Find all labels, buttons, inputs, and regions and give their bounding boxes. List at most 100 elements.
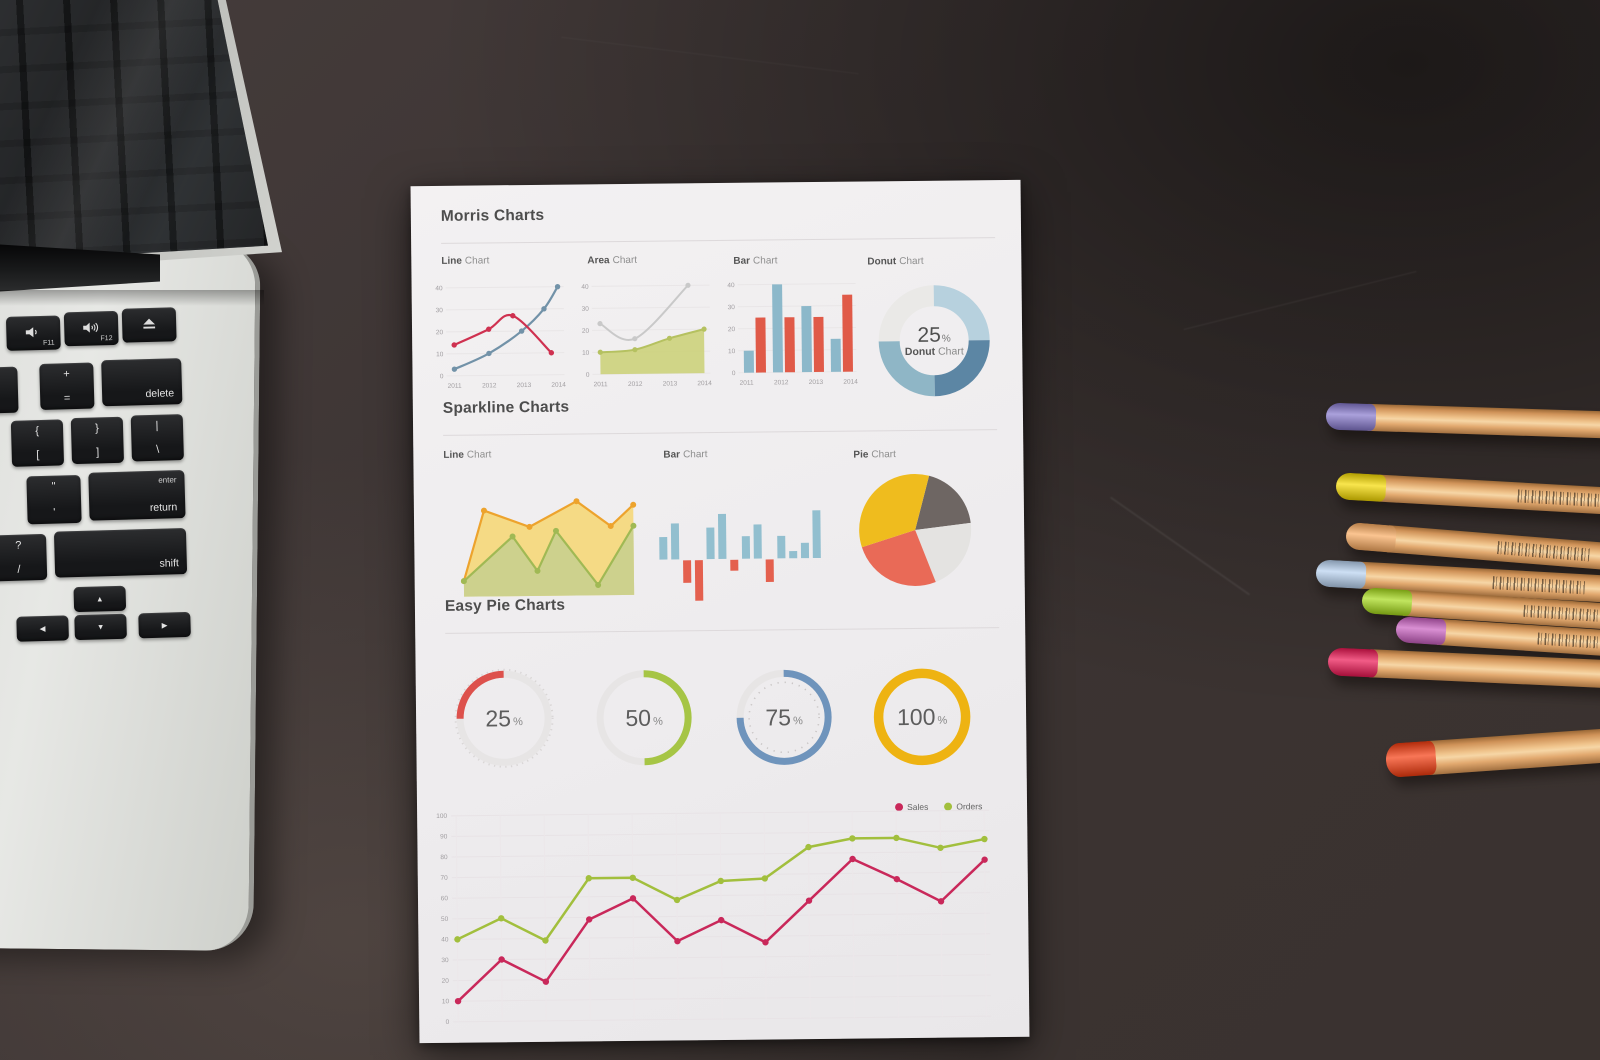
key-f11: F11 — [5, 315, 61, 351]
svg-text:100: 100 — [436, 813, 447, 820]
svg-text:40: 40 — [727, 282, 735, 289]
svg-text:0: 0 — [440, 373, 444, 380]
chart-title-bold: Donut — [867, 256, 897, 268]
key-arrow-up: ▲ — [73, 585, 127, 613]
key-label: | — [155, 419, 159, 432]
chart-title-area: Area Chart — [587, 255, 637, 267]
volume-down-icon — [25, 326, 37, 337]
chart-title-spark-pie: Pie Chart — [853, 449, 896, 460]
svg-text:20: 20 — [582, 328, 590, 335]
svg-text:80: 80 — [440, 854, 448, 861]
divider — [441, 237, 996, 244]
sparkline-bar-chart — [657, 482, 826, 606]
arrow-down-icon: ▼ — [96, 622, 105, 632]
morris-area-chart: 0 10 20 30 40 2011 2012 2013 2014 — [574, 279, 715, 392]
morris-line-chart: 0 10 20 30 40 2011 2012 2013 2014 — [428, 281, 569, 394]
key-bracket-close: } ] — [70, 416, 125, 465]
sales-orders-line-chart: 0 10 20 30 40 50 60 70 80 90 100 — [417, 800, 997, 1038]
svg-text:0: 0 — [586, 372, 590, 379]
svg-text:40: 40 — [435, 285, 443, 292]
svg-text:2013: 2013 — [809, 379, 824, 386]
key-label: { — [35, 425, 40, 438]
svg-text:60: 60 — [441, 895, 449, 902]
chart-title-spark-bar: Bar Chart — [663, 449, 707, 460]
divider — [445, 627, 1000, 634]
key-label: shift — [159, 557, 180, 570]
key-quote: " ' — [26, 474, 82, 525]
svg-text:2013: 2013 — [517, 382, 532, 389]
key-slash-question: ? / — [0, 533, 48, 582]
key-minus-underscore: _ - — [0, 366, 19, 415]
easy-pie-value: 75% — [765, 703, 803, 731]
arrow-up-icon: ▲ — [95, 594, 104, 604]
svg-text:2011: 2011 — [740, 380, 754, 387]
key-f12: F12 — [63, 310, 119, 347]
svg-text:20: 20 — [442, 978, 450, 985]
svg-text:2014: 2014 — [551, 382, 566, 389]
section-heading-sparkline: Sparkline Charts — [442, 398, 570, 417]
svg-text:2012: 2012 — [628, 381, 643, 388]
barcode — [1497, 541, 1590, 562]
key-label: ] — [96, 446, 100, 459]
svg-text:20: 20 — [728, 326, 736, 333]
key-plus-equals: + = — [39, 362, 95, 411]
chart-title-bold: Bar — [733, 255, 751, 267]
svg-text:0: 0 — [446, 1019, 450, 1026]
pencil-tip — [1327, 647, 1379, 678]
morris-bar-chart: 0 10 20 30 40 2011 2012 2013 2014 — [720, 278, 861, 391]
svg-text:2013: 2013 — [663, 380, 678, 387]
svg-text:50: 50 — [441, 916, 449, 923]
chart-title-bold: Bar — [663, 449, 681, 461]
arrow-right-icon: ▶ — [161, 620, 168, 630]
laptop-screen — [0, 0, 268, 262]
svg-text:30: 30 — [728, 304, 736, 311]
easy-pie-25: 25% — [454, 668, 555, 769]
key-label: " — [51, 480, 56, 493]
key-return: enter return — [88, 470, 186, 521]
pencil-tip — [1384, 740, 1438, 778]
pencil-tip — [1395, 616, 1447, 646]
svg-text:90: 90 — [440, 833, 448, 840]
svg-text:2011: 2011 — [594, 381, 608, 388]
svg-text:30: 30 — [436, 307, 444, 314]
section-heading-easy-pie: Easy Pie Charts — [444, 596, 566, 615]
chart-title-bold: Area — [587, 255, 610, 267]
key-arrow-left: ◀ — [16, 615, 69, 642]
key-label: = — [63, 392, 71, 405]
screen-glare — [0, 0, 268, 262]
easy-pie-50: 50% — [594, 667, 695, 768]
barcode — [1537, 632, 1600, 651]
key-eject — [121, 307, 177, 343]
chart-title-line: Line Chart — [441, 255, 489, 267]
key-delete: delete — [101, 358, 183, 407]
key-label: return — [149, 501, 178, 515]
easy-pie-value: 25% — [485, 704, 523, 731]
donut-percent: 25 — [917, 323, 941, 347]
chart-title-spark-line: Line Chart — [443, 449, 491, 461]
key-label: ' — [53, 506, 56, 519]
pencil-tip — [1315, 559, 1367, 589]
key-label: \ — [155, 443, 160, 456]
chart-title-bold: Pie — [853, 449, 869, 461]
donut-caption-bold: Donut — [904, 345, 936, 359]
svg-text:40: 40 — [581, 284, 589, 291]
chart-title-bold: Line — [443, 449, 464, 461]
donut-center-value: 25% — [917, 324, 951, 348]
donut-center-caption: Donut Chart — [905, 345, 964, 358]
barcode — [1517, 489, 1600, 508]
eject-icon — [143, 318, 156, 329]
key-label: } — [95, 422, 100, 435]
key-shift: shift — [53, 528, 188, 578]
key-bracket-open: { [ — [10, 419, 65, 467]
key-backslash: | \ — [130, 414, 184, 462]
chart-title-bar: Bar Chart — [733, 255, 777, 266]
chart-title-bold: Line — [441, 255, 462, 267]
key-label: + — [63, 368, 70, 381]
arrow-left-icon: ◀ — [39, 623, 46, 634]
easy-pie-value: 100% — [896, 703, 948, 730]
paper-document: Morris Charts Line Chart Area Chart Bar Cha… — [410, 179, 1030, 1044]
key-label: F12 — [100, 334, 113, 343]
svg-text:10: 10 — [442, 998, 450, 1005]
svg-text:30: 30 — [441, 957, 449, 964]
